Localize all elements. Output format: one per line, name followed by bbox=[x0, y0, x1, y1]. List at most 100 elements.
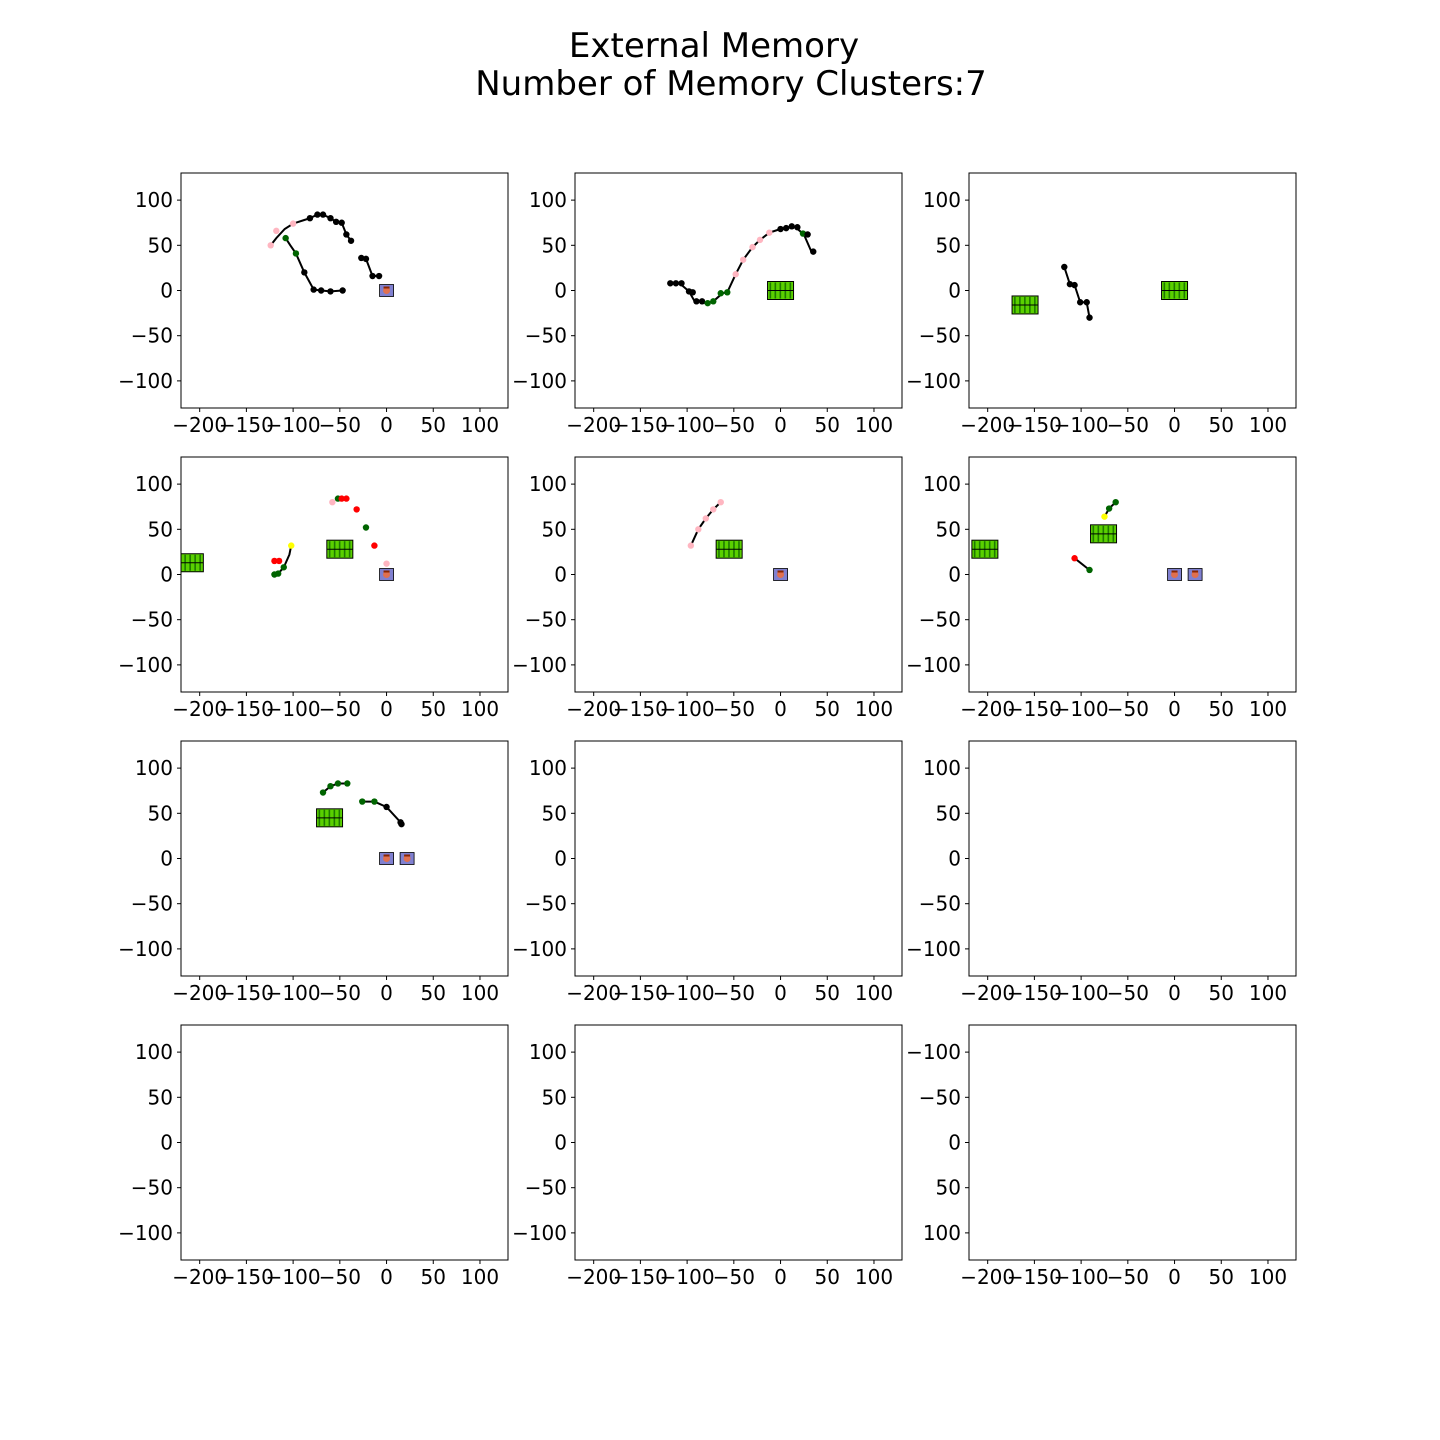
x-tick-label: 100 bbox=[461, 1265, 499, 1289]
x-tick-label: −100 bbox=[1054, 981, 1109, 1005]
y-tick-label: −50 bbox=[919, 324, 961, 348]
plot-area bbox=[181, 495, 394, 581]
y-tick-label: 0 bbox=[554, 563, 567, 587]
data-point bbox=[383, 803, 390, 811]
pipe-sprite bbox=[1161, 281, 1189, 300]
x-tick-label: −100 bbox=[660, 697, 715, 721]
x-tick-label: 50 bbox=[815, 413, 840, 437]
pipe-sprite bbox=[316, 808, 344, 828]
data-point bbox=[280, 564, 287, 571]
pipe-sprite bbox=[1011, 295, 1039, 315]
data-point bbox=[1112, 498, 1119, 506]
x-tick-label: 50 bbox=[1209, 413, 1234, 437]
player-hair bbox=[1171, 570, 1178, 573]
data-point bbox=[375, 272, 383, 280]
data-point bbox=[319, 211, 327, 218]
data-point bbox=[327, 782, 334, 790]
pipe-sprite bbox=[971, 539, 999, 559]
x-tick-label: −100 bbox=[266, 697, 321, 721]
x-tick-label: 0 bbox=[1168, 413, 1181, 437]
data-point bbox=[398, 820, 405, 828]
y-tick-label: −50 bbox=[131, 608, 173, 632]
plot-area bbox=[1011, 263, 1189, 321]
data-point bbox=[292, 250, 300, 257]
data-point bbox=[1086, 566, 1093, 574]
plot-area bbox=[687, 498, 788, 581]
x-tick-label: −50 bbox=[1107, 413, 1149, 437]
data-point bbox=[267, 242, 274, 249]
x-tick-label: −200 bbox=[172, 981, 227, 1005]
y-tick-label: −100 bbox=[906, 369, 961, 393]
data-point bbox=[777, 225, 784, 233]
y-tick-label: −50 bbox=[919, 608, 961, 632]
x-tick-label: −100 bbox=[266, 1265, 321, 1289]
x-tick-label: −50 bbox=[319, 981, 361, 1005]
player-face bbox=[1171, 571, 1179, 578]
pipe-sprite bbox=[181, 553, 204, 573]
data-point bbox=[689, 289, 696, 296]
x-tick-label: 0 bbox=[774, 1265, 787, 1289]
data-point bbox=[693, 298, 700, 305]
x-tick-label: 100 bbox=[461, 413, 499, 437]
y-tick-label: 100 bbox=[529, 472, 567, 496]
subplot-grid: −200−150−100−50 0 50 100100500−50−100−200−1… bbox=[118, 172, 1297, 1289]
y-tick-label: 0 bbox=[160, 1131, 173, 1155]
x-tick-label: 50 bbox=[1209, 697, 1234, 721]
y-tick-label: 0 bbox=[160, 279, 173, 303]
x-tick-label: −100 bbox=[660, 413, 715, 437]
x-tick-label: −150 bbox=[1007, 981, 1062, 1005]
y-tick-label: −50 bbox=[919, 892, 961, 916]
data-point bbox=[271, 557, 278, 565]
data-point bbox=[327, 214, 334, 222]
x-tick-label: 0 bbox=[380, 981, 393, 1005]
data-point bbox=[710, 506, 717, 513]
x-tick-label: −100 bbox=[1054, 1265, 1109, 1289]
pipe-sprite bbox=[326, 539, 354, 559]
data-point bbox=[1071, 281, 1078, 289]
data-point bbox=[672, 280, 680, 287]
data-point bbox=[810, 248, 817, 255]
data-point bbox=[344, 780, 351, 787]
x-tick-label: 100 bbox=[855, 697, 893, 721]
x-tick-label: −100 bbox=[1054, 413, 1109, 437]
data-point bbox=[739, 256, 747, 263]
y-tick-label: −100 bbox=[512, 653, 567, 677]
x-tick-label: −50 bbox=[1107, 697, 1149, 721]
y-tick-label: −50 bbox=[919, 1085, 961, 1109]
y-tick-label: 50 bbox=[936, 801, 961, 825]
y-tick-label: −50 bbox=[525, 1176, 567, 1200]
y-tick-label: 0 bbox=[160, 847, 173, 871]
data-point bbox=[332, 218, 340, 226]
x-tick-label: −200 bbox=[566, 697, 621, 721]
data-point bbox=[371, 798, 378, 805]
y-tick-label: 100 bbox=[135, 1040, 173, 1064]
data-point bbox=[678, 280, 685, 287]
x-tick-label: 50 bbox=[421, 413, 446, 437]
x-tick-label: −200 bbox=[172, 1265, 227, 1289]
y-tick-label: 50 bbox=[542, 233, 567, 257]
data-point bbox=[273, 227, 280, 235]
data-point bbox=[275, 557, 283, 565]
x-tick-label: 100 bbox=[855, 981, 893, 1005]
trajectory-line bbox=[322, 782, 348, 794]
data-point bbox=[369, 272, 376, 280]
y-tick-label: 0 bbox=[554, 1131, 567, 1155]
x-tick-label: −200 bbox=[960, 1265, 1015, 1289]
y-tick-label: −50 bbox=[525, 324, 567, 348]
data-point bbox=[749, 243, 756, 251]
x-tick-label: −150 bbox=[1007, 697, 1062, 721]
y-tick-label: 0 bbox=[160, 563, 173, 587]
y-tick-label: 0 bbox=[554, 279, 567, 303]
data-point bbox=[310, 286, 317, 293]
data-point bbox=[306, 214, 314, 222]
player-hair bbox=[1192, 570, 1199, 573]
data-point bbox=[756, 236, 764, 244]
data-point bbox=[695, 526, 702, 533]
data-point bbox=[317, 287, 325, 294]
